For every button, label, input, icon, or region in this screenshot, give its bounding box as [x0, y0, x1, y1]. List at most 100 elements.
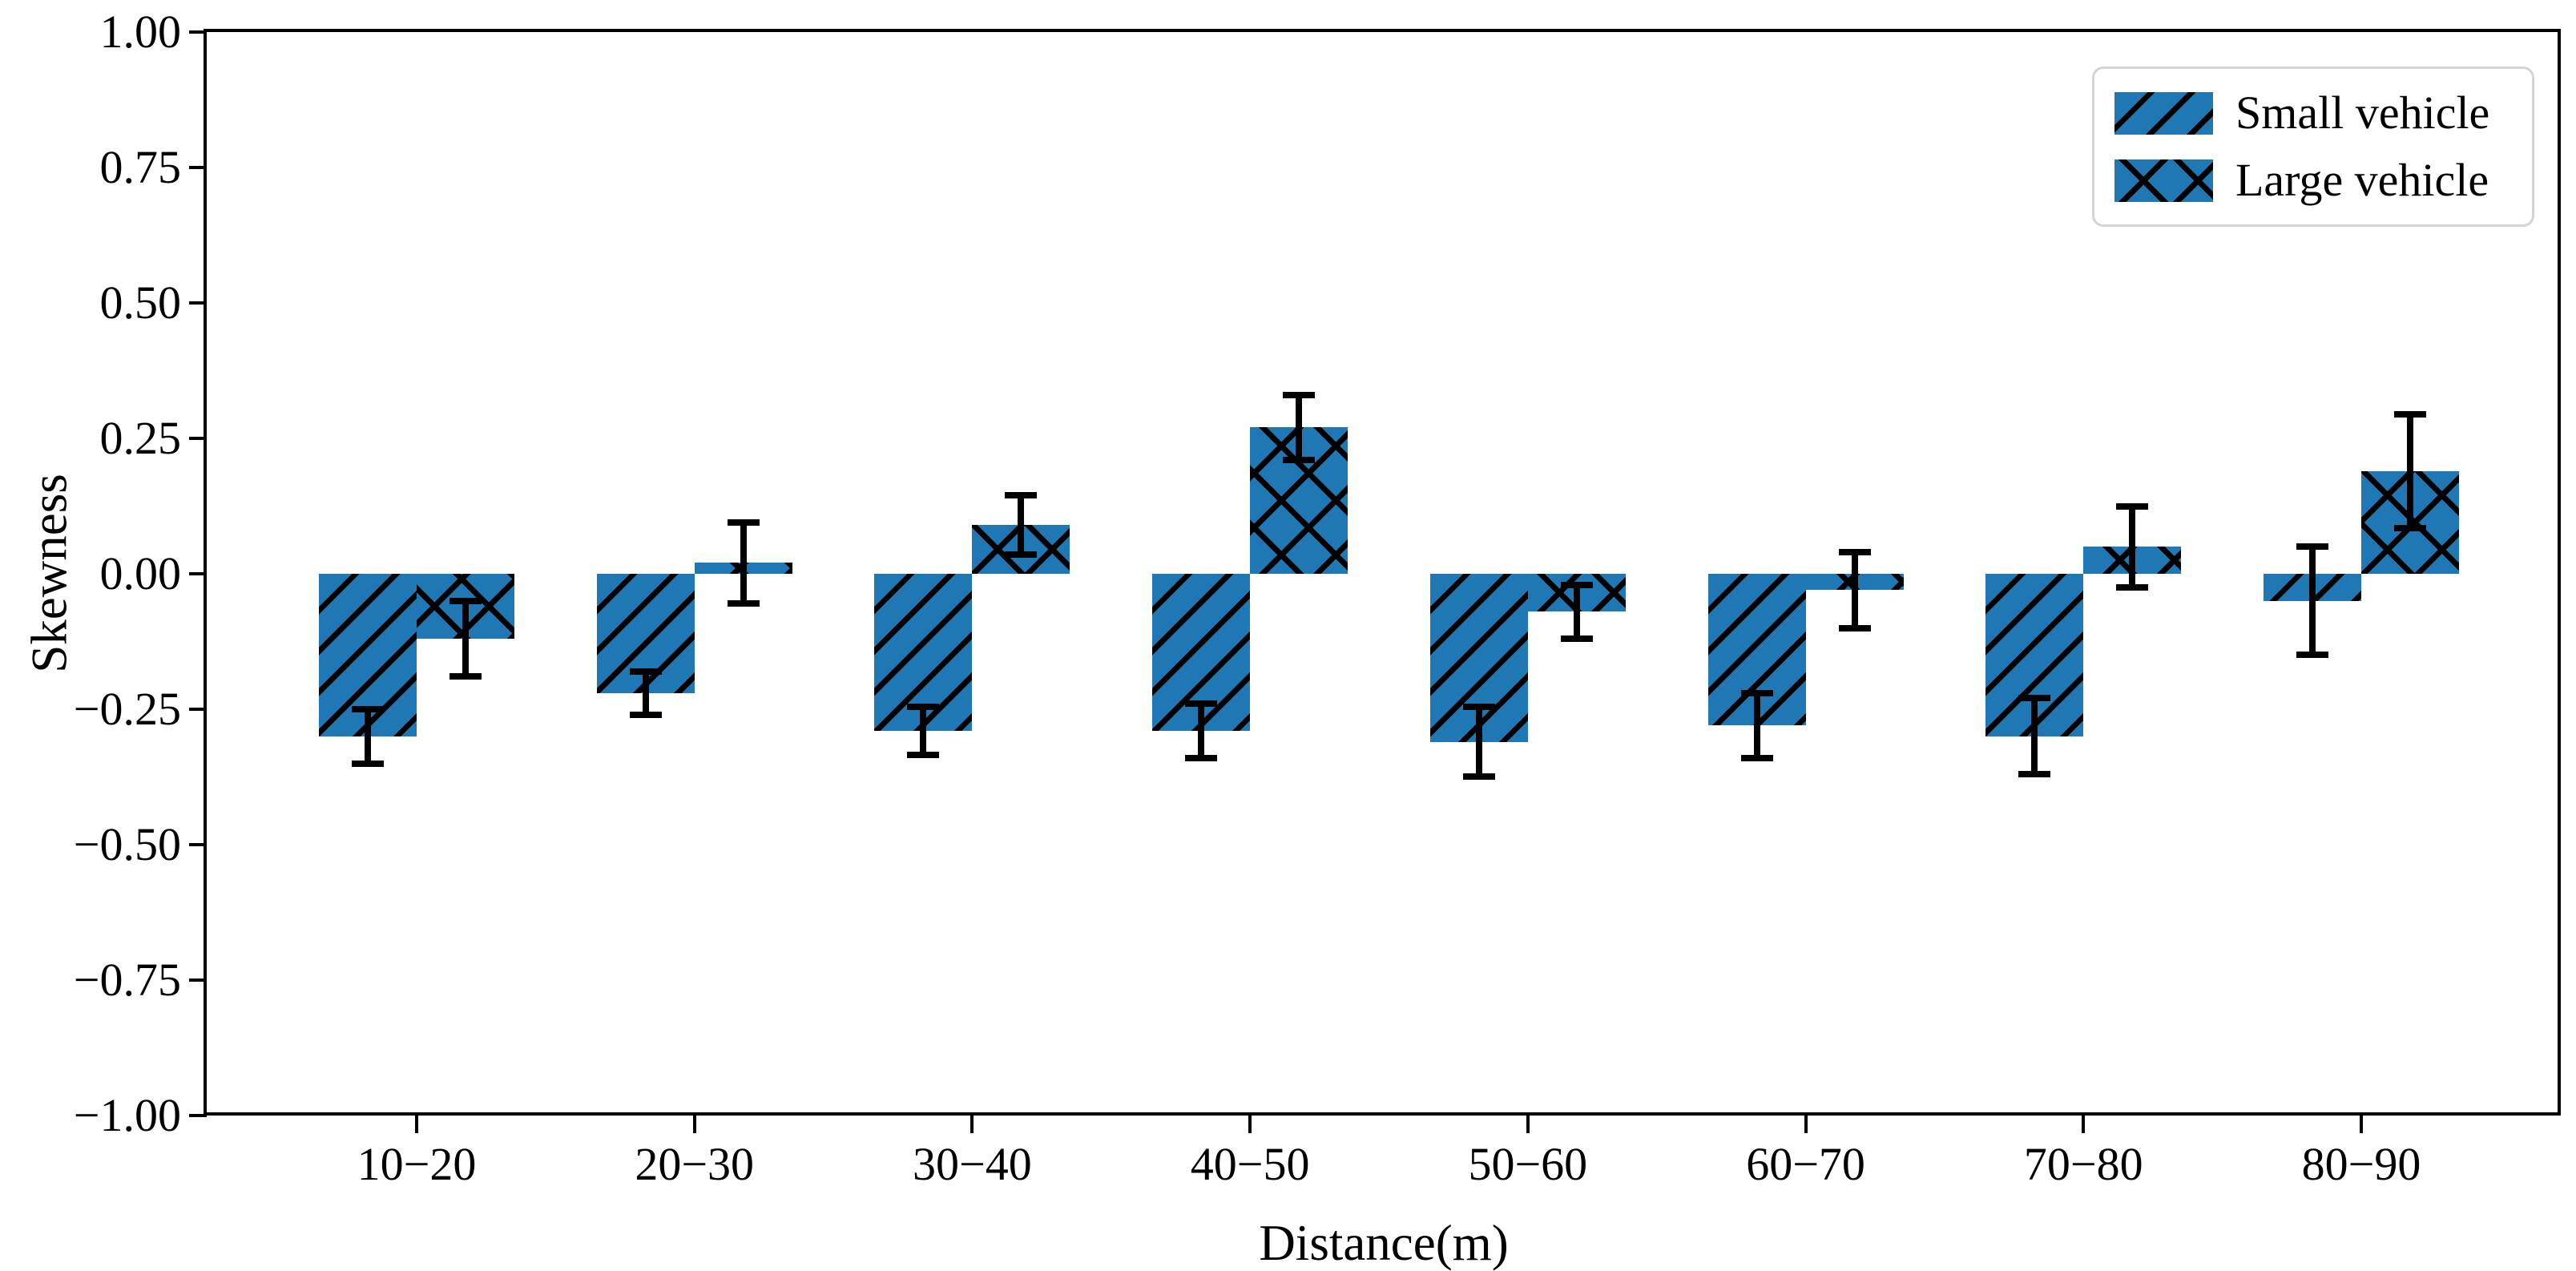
y-tick-label: −1.00	[73, 1089, 181, 1141]
error-bar-bottom-cap	[629, 711, 662, 718]
error-bar-small-vehicle-3	[1185, 700, 1218, 761]
error-bar-small-vehicle-7	[2296, 543, 2328, 659]
error-bar-bottom-cap	[1838, 624, 1871, 631]
error-bar-line	[2406, 414, 2413, 528]
legend-item-small-vehicle: Small vehicle	[2094, 90, 2532, 136]
error-bar-small-vehicle-1	[629, 668, 662, 718]
error-bar-top-cap	[1740, 689, 1773, 696]
bar-small-vehicle-6	[1985, 574, 2084, 736]
bar-small-vehicle-0	[319, 574, 417, 736]
y-axis-label: Skewness	[21, 474, 78, 673]
error-bar-line	[1018, 494, 1025, 555]
error-bar-small-vehicle-5	[1740, 689, 1773, 761]
error-bar-top-cap	[907, 703, 940, 710]
x-tick-mark	[415, 1116, 418, 1133]
error-bar-line	[1851, 551, 1858, 628]
error-bar-small-vehicle-6	[2018, 695, 2051, 778]
error-bar-bottom-cap	[2018, 771, 2051, 778]
x-tick-mark	[1248, 1116, 1252, 1133]
error-bar-top-cap	[2116, 502, 2149, 510]
error-bar-bottom-cap	[1283, 457, 1316, 464]
diagonal-hatch-swatch-icon	[2114, 91, 2213, 135]
y-tick-mark	[189, 708, 207, 711]
error-bar-line	[1753, 692, 1760, 758]
error-bar-bottom-cap	[1560, 636, 1593, 643]
error-bar-bottom-cap	[727, 600, 760, 607]
y-tick-mark	[189, 301, 207, 305]
x-tick-mark	[1804, 1116, 1808, 1133]
cross-hatch-swatch-icon	[2114, 159, 2213, 202]
error-bar-top-cap	[2393, 410, 2426, 418]
y-tick-label: −0.75	[73, 954, 181, 1006]
error-bar-bottom-cap	[352, 760, 384, 767]
error-bar-large-vehicle-7	[2393, 410, 2426, 531]
y-tick-label: 0.50	[99, 276, 182, 329]
y-tick-mark	[189, 572, 207, 575]
error-bar-top-cap	[1283, 391, 1316, 398]
error-bar-top-cap	[2018, 695, 2051, 702]
error-bar-small-vehicle-2	[907, 703, 940, 759]
x-tick-label: 70−80	[2023, 1138, 2143, 1190]
y-tick-label: 1.00	[99, 6, 182, 58]
error-bar-large-vehicle-3	[1283, 391, 1316, 464]
legend: Small vehicle Large vehicle	[2092, 67, 2534, 227]
error-bar-line	[1198, 704, 1205, 758]
y-tick-mark	[189, 1114, 207, 1117]
error-bar-top-cap	[1005, 491, 1038, 498]
error-bar-bottom-cap	[1740, 754, 1773, 761]
x-tick-mark	[692, 1116, 696, 1133]
error-bar-top-cap	[629, 668, 662, 675]
error-bar-large-vehicle-1	[727, 518, 760, 607]
error-bar-line	[2031, 698, 2038, 775]
x-tick-label: 30−40	[913, 1138, 1032, 1190]
error-bar-top-cap	[1560, 581, 1593, 588]
error-bar-bottom-cap	[907, 752, 940, 759]
error-bar-large-vehicle-2	[1005, 491, 1038, 559]
y-tick-label: −0.25	[73, 683, 181, 735]
error-bar-top-cap	[1838, 548, 1871, 555]
x-tick-mark	[970, 1116, 974, 1133]
x-tick-label: 10−20	[357, 1138, 477, 1190]
x-tick-label: 20−30	[635, 1138, 755, 1190]
legend-label-small-vehicle: Small vehicle	[2235, 87, 2490, 139]
y-tick-label: 0.75	[99, 141, 182, 193]
y-tick-label: 0.00	[99, 547, 182, 599]
error-bar-line	[462, 600, 469, 677]
x-tick-label: 80−90	[2301, 1138, 2421, 1190]
error-bar-large-vehicle-5	[1838, 548, 1871, 631]
x-tick-label: 40−50	[1190, 1138, 1310, 1190]
error-bar-top-cap	[1185, 700, 1218, 708]
error-bar-top-cap	[1462, 703, 1495, 710]
error-bar-line	[920, 706, 927, 756]
error-bar-bottom-cap	[1185, 754, 1218, 761]
error-bar-line	[1573, 584, 1580, 640]
error-bar-line	[1475, 706, 1482, 777]
y-tick-mark	[189, 30, 207, 34]
error-bar-line	[2308, 547, 2316, 656]
y-tick-mark	[189, 843, 207, 846]
y-tick-mark	[189, 166, 207, 169]
legend-item-large-vehicle: Large vehicle	[2094, 157, 2532, 204]
y-tick-mark	[189, 437, 207, 440]
error-bar-line	[2129, 506, 2136, 587]
error-bar-bottom-cap	[2116, 583, 2149, 591]
error-bar-small-vehicle-0	[352, 706, 384, 767]
y-tick-label: 0.25	[99, 412, 182, 464]
x-axis-label: Distance(m)	[1259, 1215, 1509, 1271]
error-bar-bottom-cap	[2393, 524, 2426, 531]
legend-label-large-vehicle: Large vehicle	[2235, 154, 2489, 206]
error-bar-bottom-cap	[449, 673, 482, 680]
x-tick-label: 50−60	[1468, 1138, 1588, 1190]
x-tick-mark	[2359, 1116, 2363, 1133]
error-bar-top-cap	[352, 706, 384, 712]
error-bar-line	[1296, 394, 1303, 461]
error-bar-bottom-cap	[2296, 652, 2328, 659]
error-bar-top-cap	[727, 518, 760, 526]
error-bar-bottom-cap	[1005, 551, 1038, 559]
error-bar-line	[642, 671, 649, 715]
y-tick-label: −0.50	[73, 818, 181, 870]
error-bar-top-cap	[2296, 543, 2328, 551]
error-bar-large-vehicle-0	[449, 597, 482, 680]
error-bar-large-vehicle-4	[1560, 581, 1593, 643]
